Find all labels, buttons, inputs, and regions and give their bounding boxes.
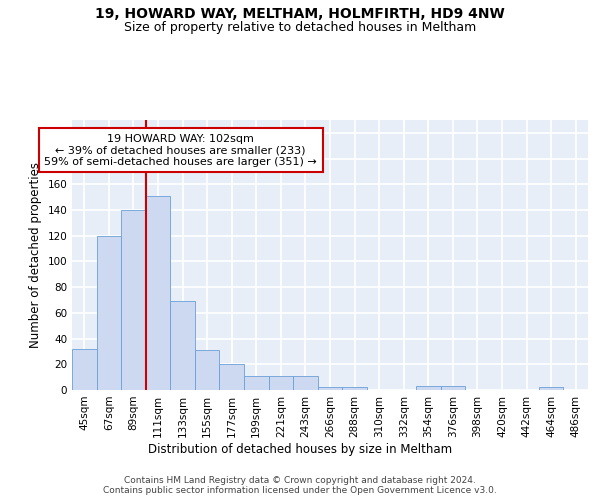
Bar bbox=[195, 350, 220, 390]
Bar bbox=[293, 376, 318, 390]
Y-axis label: Number of detached properties: Number of detached properties bbox=[29, 162, 42, 348]
Text: Size of property relative to detached houses in Meltham: Size of property relative to detached ho… bbox=[124, 21, 476, 34]
Bar bbox=[440, 386, 465, 390]
Bar bbox=[220, 364, 244, 390]
Bar bbox=[97, 236, 121, 390]
Text: Contains HM Land Registry data © Crown copyright and database right 2024.
Contai: Contains HM Land Registry data © Crown c… bbox=[103, 476, 497, 495]
Text: 19 HOWARD WAY: 102sqm
← 39% of detached houses are smaller (233)
59% of semi-det: 19 HOWARD WAY: 102sqm ← 39% of detached … bbox=[44, 134, 317, 167]
Bar bbox=[72, 349, 97, 390]
Text: Distribution of detached houses by size in Meltham: Distribution of detached houses by size … bbox=[148, 442, 452, 456]
Bar bbox=[539, 388, 563, 390]
Bar bbox=[318, 388, 342, 390]
Text: 19, HOWARD WAY, MELTHAM, HOLMFIRTH, HD9 4NW: 19, HOWARD WAY, MELTHAM, HOLMFIRTH, HD9 … bbox=[95, 8, 505, 22]
Bar bbox=[342, 388, 367, 390]
Bar bbox=[170, 302, 195, 390]
Bar bbox=[244, 376, 269, 390]
Bar bbox=[121, 210, 146, 390]
Bar bbox=[416, 386, 440, 390]
Bar bbox=[146, 196, 170, 390]
Bar bbox=[269, 376, 293, 390]
